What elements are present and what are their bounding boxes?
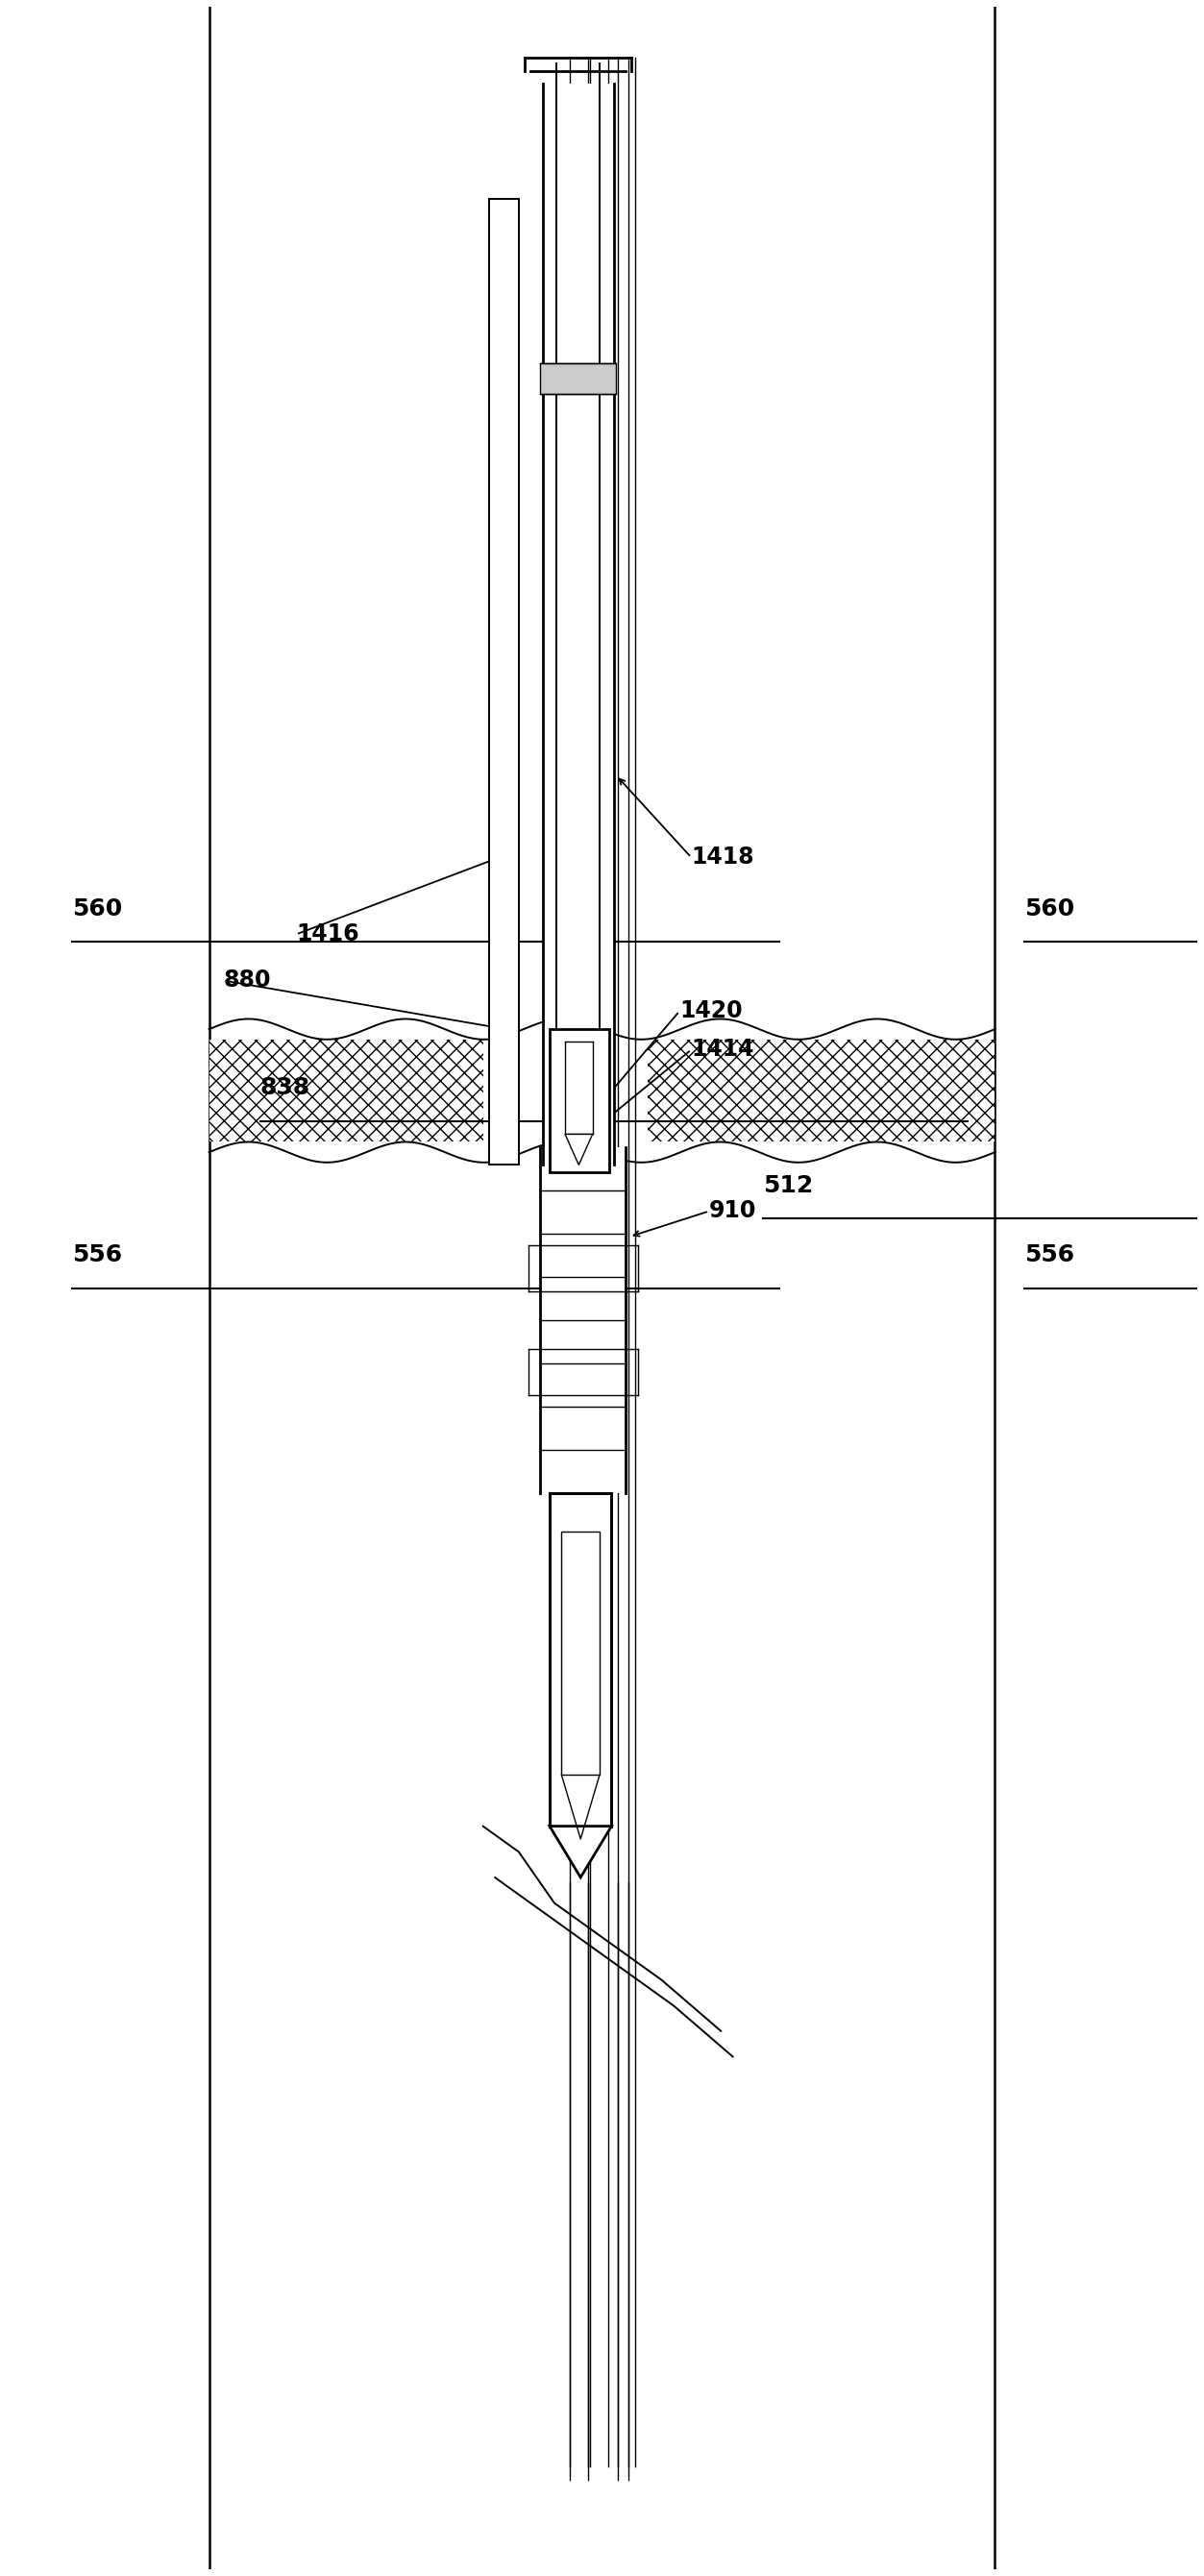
Bar: [549, 1494, 612, 1826]
Text: 1414: 1414: [691, 1038, 754, 1061]
Polygon shape: [549, 1826, 612, 1878]
Bar: [648, 1041, 995, 1141]
Bar: [209, 1041, 483, 1141]
Bar: [549, 1030, 609, 1172]
Text: 512: 512: [763, 1175, 813, 1198]
Text: 560: 560: [72, 896, 123, 920]
Text: 1418: 1418: [691, 845, 755, 868]
Bar: [489, 198, 519, 1164]
Bar: [543, 82, 614, 1164]
Bar: [561, 1533, 600, 1775]
Polygon shape: [565, 1133, 592, 1164]
Text: 1416: 1416: [296, 922, 359, 945]
Text: 560: 560: [1025, 896, 1075, 920]
Text: 1420: 1420: [679, 999, 743, 1023]
Text: 880: 880: [224, 969, 271, 992]
Bar: [541, 363, 616, 394]
Text: 910: 910: [709, 1200, 756, 1224]
Bar: [541, 1146, 626, 1494]
Text: 556: 556: [72, 1244, 123, 1267]
Text: 556: 556: [1025, 1244, 1075, 1267]
Text: 838: 838: [260, 1077, 311, 1100]
